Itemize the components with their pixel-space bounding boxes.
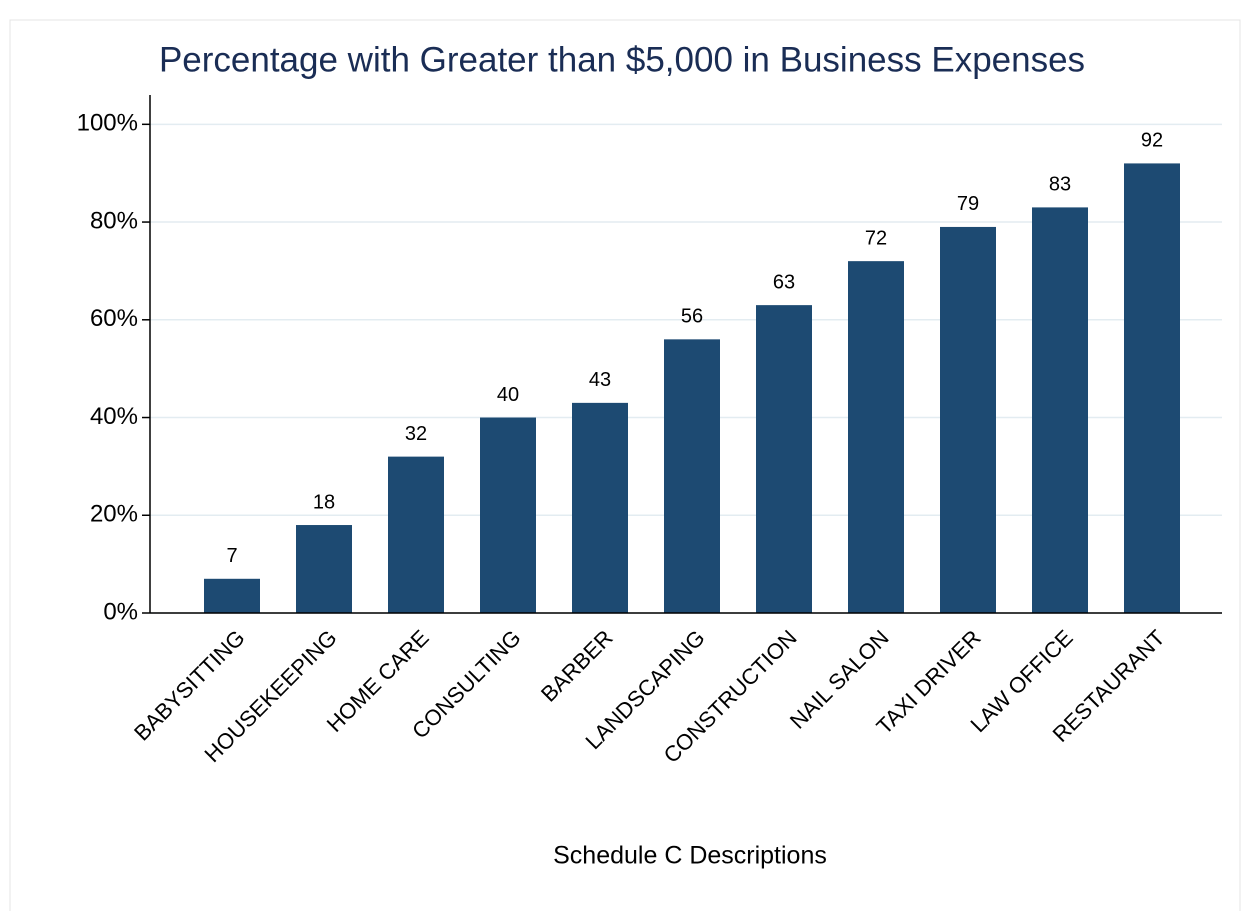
data-label: 63 (773, 271, 795, 293)
bar (848, 261, 904, 613)
data-label: 92 (1141, 130, 1163, 152)
data-label: 32 (405, 423, 427, 445)
y-tick-label: 40% (90, 403, 138, 430)
data-label: 43 (589, 369, 611, 391)
data-label: 72 (865, 227, 887, 249)
data-label: 40 (497, 384, 519, 406)
data-label: 56 (681, 306, 703, 328)
data-label: 18 (313, 491, 335, 513)
y-tick-label: 100% (77, 110, 138, 137)
x-axis-label: Schedule C Descriptions (553, 842, 827, 870)
data-label: 83 (1049, 174, 1071, 196)
y-tick-label: 80% (90, 207, 138, 234)
data-label: 79 (957, 193, 979, 215)
bar (296, 525, 352, 613)
bar (756, 305, 812, 613)
y-tick-label: 20% (90, 501, 138, 528)
bar (664, 339, 720, 613)
data-label: 7 (226, 545, 237, 567)
bar (204, 578, 260, 613)
bar (1124, 163, 1180, 613)
bar (388, 456, 444, 613)
bar (1032, 207, 1088, 613)
bar (940, 226, 996, 613)
bar (572, 402, 628, 613)
bar (480, 417, 536, 613)
chart-title: Percentage with Greater than $5,000 in B… (159, 40, 1085, 79)
y-tick-label: 0% (103, 598, 138, 625)
y-tick-label: 60% (90, 305, 138, 332)
